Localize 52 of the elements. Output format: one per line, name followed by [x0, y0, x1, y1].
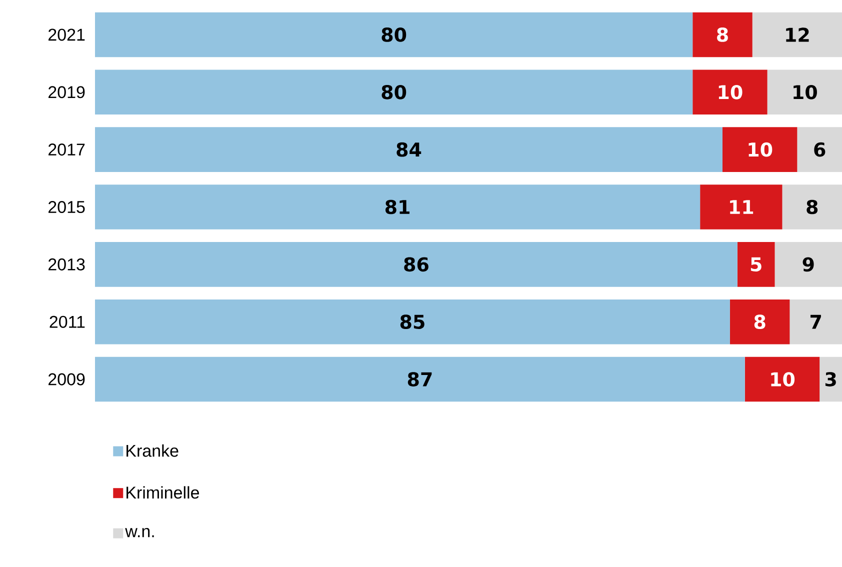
data-label: 80 [382, 84, 406, 100]
data-label: 12 [786, 28, 809, 42]
data-label: 5 [750, 257, 762, 272]
data-label: 7 [810, 314, 821, 329]
bar [752, 12, 842, 58]
legend-label: Kriminelle [126, 486, 200, 499]
bar [774, 242, 842, 287]
bar [95, 184, 700, 230]
data-label: 10 [748, 142, 772, 157]
bar [95, 70, 693, 115]
bar [790, 299, 842, 344]
bar [797, 127, 842, 172]
data-label: 87 [408, 372, 432, 386]
y-tick-label: 2021 [48, 28, 85, 41]
data-label: 6 [814, 142, 826, 157]
bar [692, 12, 752, 58]
data-label: 86 [404, 257, 428, 272]
bar [95, 12, 693, 58]
data-label: 84 [396, 142, 422, 157]
data-label: 85 [400, 314, 424, 330]
y-tick-label: 2011 [50, 316, 85, 328]
bar [692, 70, 768, 115]
data-label: 11 [730, 200, 754, 214]
data-label: 3 [825, 372, 836, 386]
data-label: 10 [771, 372, 795, 386]
data-label: 80 [382, 28, 406, 42]
data-label: 10 [794, 84, 817, 100]
data-label: 10 [718, 84, 742, 100]
bar [700, 184, 782, 230]
data-label: 8 [806, 200, 818, 214]
bar [95, 356, 745, 402]
legend-label: Kranke [126, 444, 178, 457]
y-tick-label: 2017 [48, 144, 85, 156]
bar [737, 242, 775, 287]
bar [95, 242, 738, 287]
bar [95, 127, 722, 172]
y-tick-label: 2013 [48, 258, 85, 270]
data-label: 9 [802, 257, 814, 272]
bar [744, 356, 820, 402]
bar [730, 299, 790, 344]
y-tick-label: 2009 [48, 373, 85, 386]
data-label: 8 [717, 28, 728, 42]
bar [722, 127, 798, 172]
y-tick-label: 2015 [48, 200, 85, 214]
y-tick-label: 2019 [48, 86, 85, 98]
data-label: 8 [754, 314, 766, 330]
bar [820, 356, 842, 402]
bar [782, 184, 842, 230]
bar [767, 70, 842, 115]
legend-label: w.n. [125, 528, 154, 538]
bar [95, 299, 730, 344]
data-label: 81 [385, 200, 410, 214]
